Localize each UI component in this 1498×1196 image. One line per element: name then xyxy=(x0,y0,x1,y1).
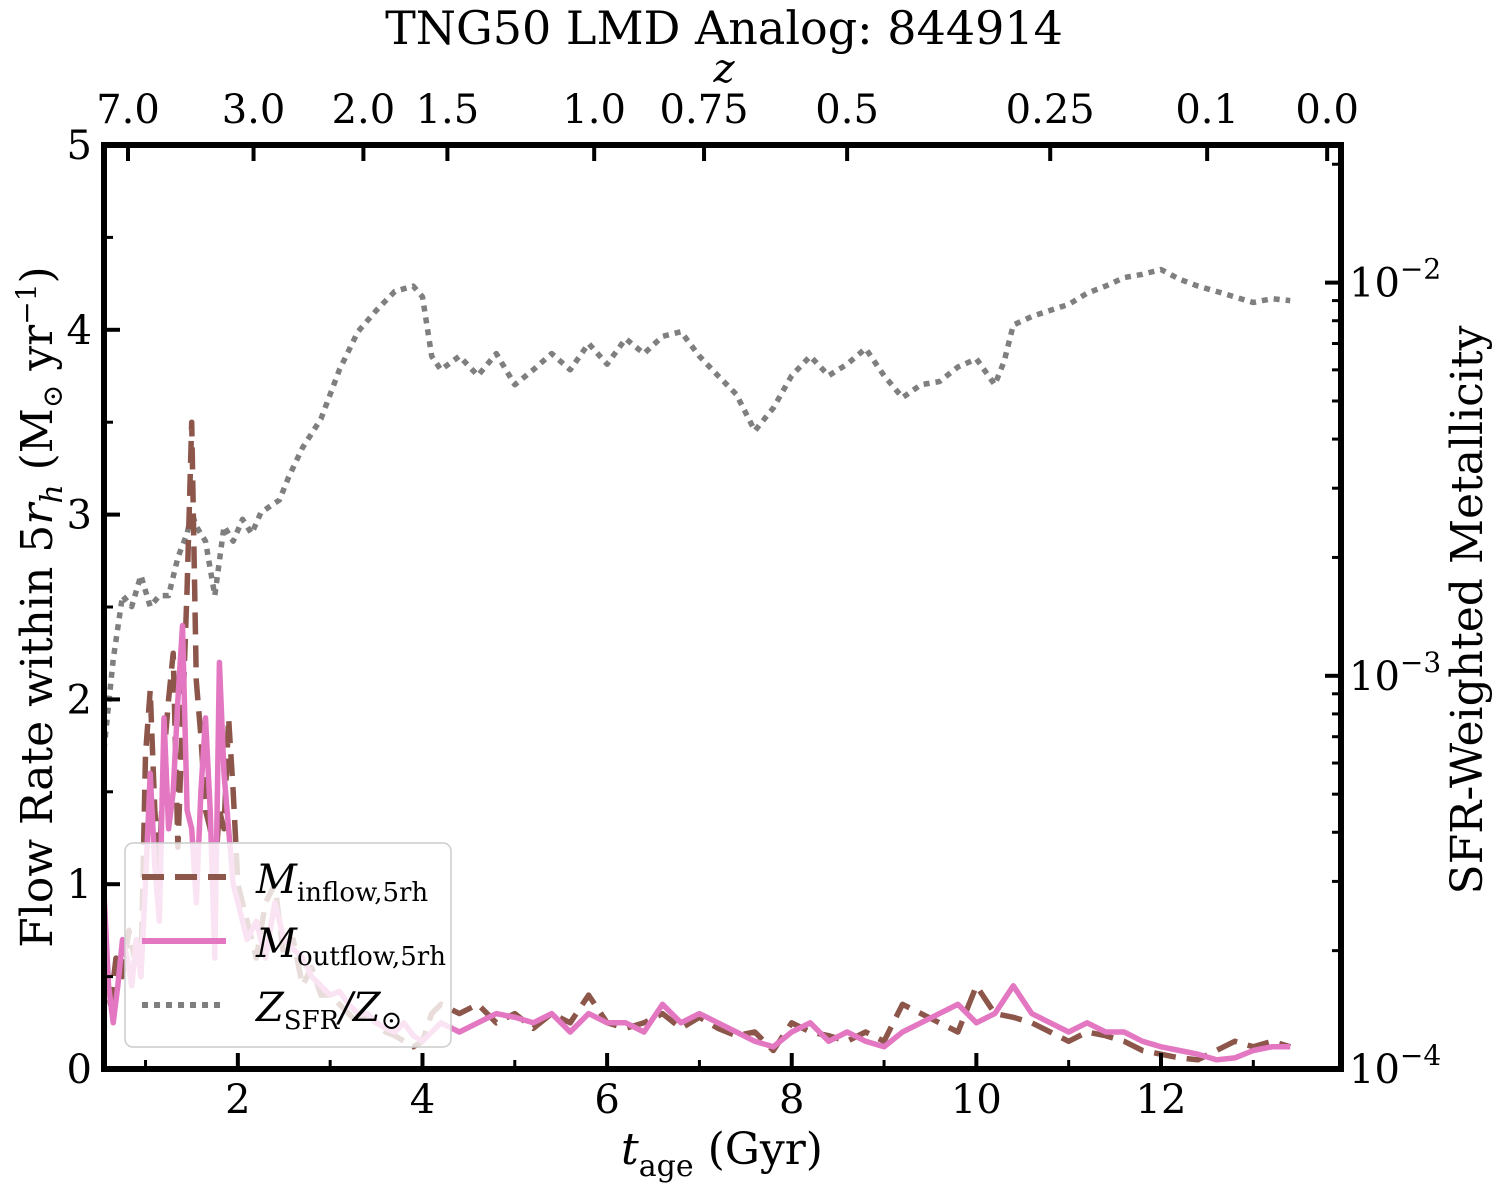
x-axis-title-unit: (Gyr) xyxy=(694,1124,823,1175)
top-tick-label: 1.0 xyxy=(562,87,626,133)
x-tick-label: 8 xyxy=(779,1077,804,1123)
legend-box xyxy=(124,842,452,1048)
y-left-title-a: Flow Rate within 5 xyxy=(12,525,63,948)
legend-label-metallicity: ZSFR/Z⊙ xyxy=(254,985,402,1036)
x-tick-label: 12 xyxy=(1136,1077,1187,1123)
y-left-title-d: (M xyxy=(12,408,63,484)
series-line xyxy=(101,266,1291,750)
legend-label-outflow: Moutflow,5rh xyxy=(255,921,446,972)
y-axis-right-title: SFR-Weighted Metallicity xyxy=(1442,325,1493,894)
x-axis-title-sub: age xyxy=(639,1149,694,1184)
legend-met-slash: /Z xyxy=(335,985,381,1031)
top-tick-label: 0.25 xyxy=(1006,87,1095,133)
y-left-tick-label: 5 xyxy=(67,123,92,169)
y-axis-left-title: Flow Rate within 5rh (M⊙ yr−1) xyxy=(10,266,70,947)
y-left-title-e: ⊙ xyxy=(36,385,69,408)
legend-inflow-sub: inflow,5rh xyxy=(297,878,428,908)
y-left-title-h: ) xyxy=(12,266,63,283)
top-tick-label: 0.75 xyxy=(660,87,749,133)
x-axis-title-main: t xyxy=(621,1124,639,1175)
top-tick-label: 1.5 xyxy=(416,87,480,133)
chart-title: TNG50 LMD Analog: 844914 xyxy=(385,1,1063,55)
y-left-tick-label: 1 xyxy=(67,862,92,908)
x-axis-title: tage (Gyr) xyxy=(621,1124,823,1184)
top-tick-label: 3.0 xyxy=(222,87,286,133)
y-right-tick-label: 10−2 xyxy=(1349,253,1441,307)
x-tick-label: 2 xyxy=(225,1077,250,1123)
y-right-tick-label: 10−4 xyxy=(1349,1039,1441,1093)
legend-met-sub: SFR xyxy=(284,1006,341,1036)
x-tick-label: 10 xyxy=(951,1077,1002,1123)
series-inflow xyxy=(101,419,1291,1063)
top-axis-label: z xyxy=(712,46,735,92)
top-tick-label: 2.0 xyxy=(332,87,396,133)
legend-met-main: Z xyxy=(254,985,285,1031)
y-left-tick-label: 4 xyxy=(67,308,92,354)
y-left-tick-label: 2 xyxy=(67,677,92,723)
y-left-title-g: −1 xyxy=(10,283,43,324)
plot-frame xyxy=(101,142,1344,1072)
y-left-title-b: r xyxy=(12,501,63,525)
y-left-tick-label: 0 xyxy=(67,1047,92,1093)
series-metallicity xyxy=(101,266,1291,750)
legend-met-sun: ⊙ xyxy=(381,1006,403,1036)
series-line xyxy=(101,419,1291,1063)
top-tick-label: 0.5 xyxy=(815,87,879,133)
top-tick-label: 0.1 xyxy=(1175,87,1239,133)
y-right-tick-label: 10−3 xyxy=(1349,646,1441,700)
x-tick-label: 4 xyxy=(410,1077,435,1123)
y-left-title-c: h xyxy=(35,484,70,503)
top-tick-label: 0.0 xyxy=(1295,87,1359,133)
legend: Minflow,5rh Moutflow,5rh ZSFR/Z⊙ xyxy=(124,842,452,1048)
x-tick-label: 6 xyxy=(594,1077,619,1123)
legend-inflow-main: M xyxy=(255,857,298,903)
legend-outflow-main: M xyxy=(255,921,298,967)
y-left-tick-label: 3 xyxy=(67,493,92,539)
legend-outflow-sub: outflow,5rh xyxy=(297,942,446,972)
legend-label-inflow: Minflow,5rh xyxy=(255,857,428,908)
top-tick-label: 7.0 xyxy=(96,87,160,133)
y-left-title-f: yr xyxy=(12,324,63,385)
